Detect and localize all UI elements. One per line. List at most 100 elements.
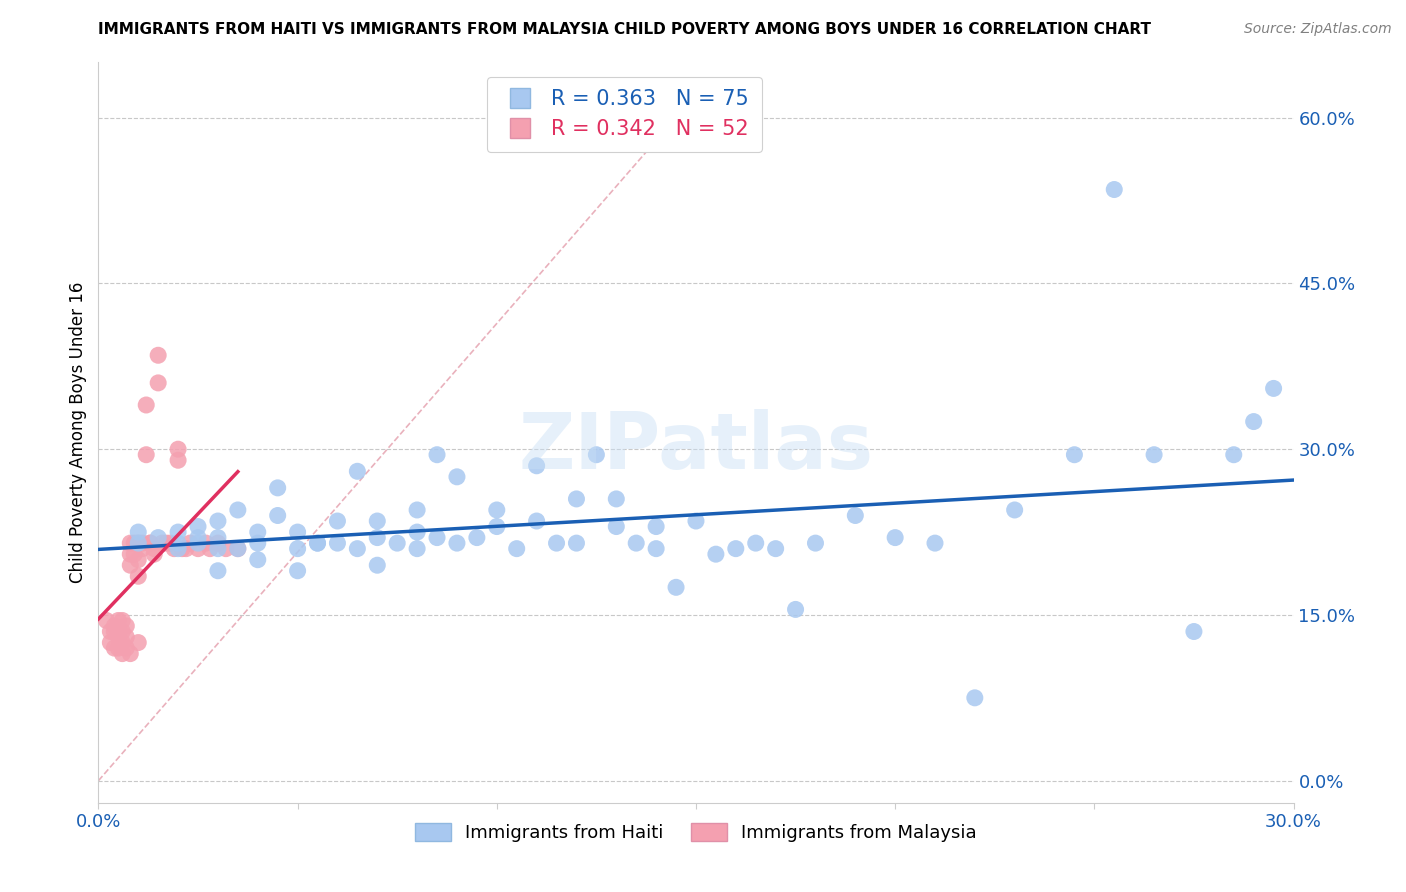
- Point: [148, 376, 170, 390]
- Point: [207, 564, 229, 578]
- Point: [187, 536, 209, 550]
- Text: Source: ZipAtlas.com: Source: ZipAtlas.com: [1244, 22, 1392, 37]
- Point: [446, 470, 468, 484]
- Point: [167, 541, 190, 556]
- Point: [1104, 182, 1126, 196]
- Point: [131, 536, 153, 550]
- Point: [366, 514, 388, 528]
- Point: [565, 491, 588, 506]
- Legend: Immigrants from Haiti, Immigrants from Malaysia: Immigrants from Haiti, Immigrants from M…: [408, 815, 984, 849]
- Point: [426, 531, 449, 545]
- Point: [605, 519, 627, 533]
- Point: [485, 519, 508, 533]
- Point: [385, 536, 409, 550]
- Point: [246, 536, 269, 550]
- Point: [246, 552, 269, 566]
- Point: [287, 524, 309, 539]
- Point: [1004, 503, 1026, 517]
- Point: [198, 541, 221, 556]
- Point: [1243, 415, 1265, 429]
- Point: [131, 541, 153, 556]
- Point: [207, 531, 229, 545]
- Point: [120, 547, 142, 561]
- Point: [135, 398, 157, 412]
- Point: [167, 536, 190, 550]
- Point: [665, 580, 688, 594]
- Y-axis label: Child Poverty Among Boys Under 16: Child Poverty Among Boys Under 16: [69, 282, 87, 583]
- Point: [226, 503, 249, 517]
- Point: [120, 558, 142, 573]
- Point: [366, 531, 388, 545]
- Point: [127, 635, 149, 649]
- Point: [1223, 448, 1246, 462]
- Point: [107, 614, 129, 628]
- Point: [704, 547, 727, 561]
- Point: [127, 536, 149, 550]
- Point: [565, 536, 588, 550]
- Point: [287, 541, 309, 556]
- Point: [107, 624, 129, 639]
- Point: [446, 536, 468, 550]
- Point: [127, 569, 149, 583]
- Point: [107, 630, 129, 644]
- Point: [139, 536, 162, 550]
- Point: [645, 519, 668, 533]
- Point: [844, 508, 866, 523]
- Point: [215, 541, 238, 556]
- Point: [115, 641, 138, 656]
- Point: [111, 635, 134, 649]
- Point: [804, 536, 827, 550]
- Point: [267, 508, 290, 523]
- Point: [187, 519, 209, 533]
- Point: [246, 524, 269, 539]
- Point: [124, 547, 146, 561]
- Point: [207, 541, 229, 556]
- Point: [226, 541, 249, 556]
- Point: [155, 536, 177, 550]
- Point: [159, 536, 181, 550]
- Point: [585, 448, 607, 462]
- Point: [506, 541, 529, 556]
- Point: [645, 541, 668, 556]
- Point: [884, 531, 907, 545]
- Point: [150, 536, 173, 550]
- Point: [1063, 448, 1085, 462]
- Point: [187, 541, 209, 556]
- Point: [745, 536, 768, 550]
- Point: [785, 602, 807, 616]
- Point: [406, 541, 429, 556]
- Point: [765, 541, 787, 556]
- Point: [115, 630, 138, 644]
- Point: [406, 524, 429, 539]
- Point: [111, 624, 134, 639]
- Point: [107, 641, 129, 656]
- Point: [526, 458, 548, 473]
- Point: [127, 536, 149, 550]
- Point: [724, 541, 747, 556]
- Point: [120, 536, 142, 550]
- Point: [98, 635, 122, 649]
- Point: [135, 448, 157, 462]
- Point: [1182, 624, 1205, 639]
- Point: [124, 536, 146, 550]
- Point: [346, 541, 368, 556]
- Point: [98, 624, 122, 639]
- Point: [187, 531, 209, 545]
- Point: [465, 531, 488, 545]
- Point: [167, 453, 190, 467]
- Point: [143, 547, 166, 561]
- Point: [307, 536, 329, 550]
- Point: [139, 536, 162, 550]
- Text: ZIPatlas: ZIPatlas: [519, 409, 873, 485]
- Point: [546, 536, 568, 550]
- Point: [267, 481, 290, 495]
- Point: [172, 541, 194, 556]
- Point: [115, 619, 138, 633]
- Point: [366, 558, 388, 573]
- Text: IMMIGRANTS FROM HAITI VS IMMIGRANTS FROM MALAYSIA CHILD POVERTY AMONG BOYS UNDER: IMMIGRANTS FROM HAITI VS IMMIGRANTS FROM…: [98, 22, 1152, 37]
- Point: [143, 541, 166, 556]
- Point: [1263, 381, 1285, 395]
- Point: [127, 524, 149, 539]
- Point: [148, 531, 170, 545]
- Point: [326, 514, 349, 528]
